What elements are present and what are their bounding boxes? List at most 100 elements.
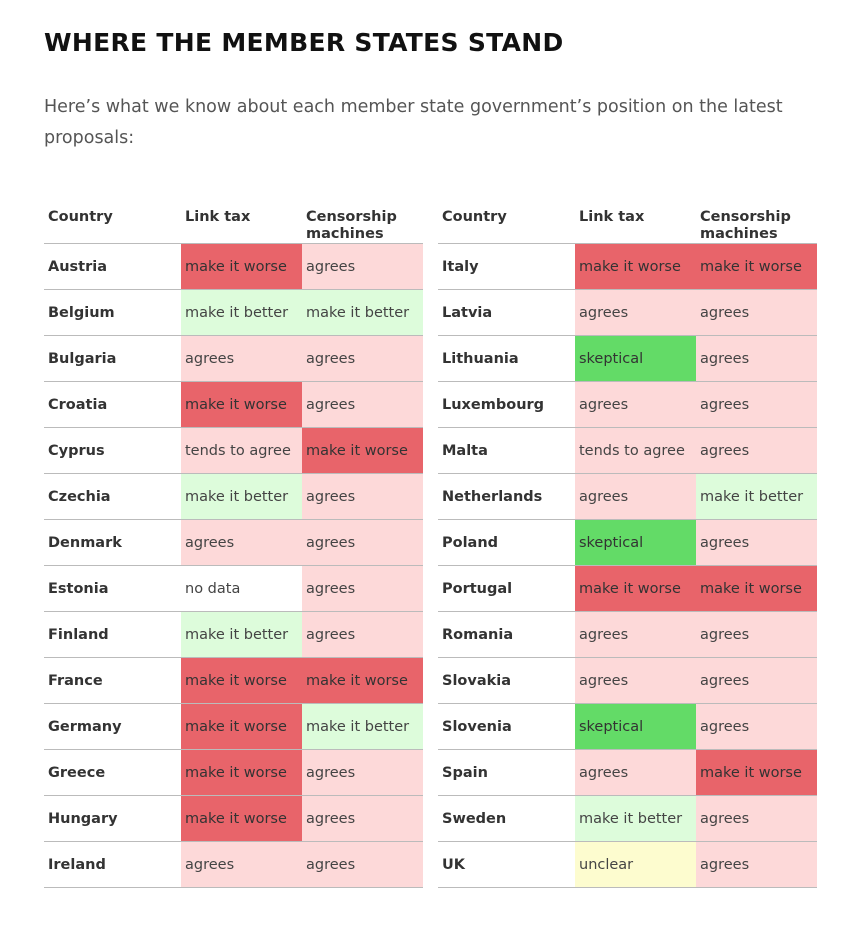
censorship-cell: agrees <box>696 381 817 428</box>
table-row: Belgium make it better make it better <box>44 289 423 336</box>
link-tax-cell: make it worse <box>181 749 302 796</box>
table-row: Bulgaria agrees agrees <box>44 335 423 382</box>
country-cell: Poland <box>438 519 575 566</box>
table-row: Estonia no data agrees <box>44 565 423 612</box>
country-cell: Lithuania <box>438 335 575 382</box>
table-header-row: Country Link tax Censorship machines <box>438 203 817 244</box>
censorship-cell: agrees <box>302 243 423 290</box>
table-row: Poland skeptical agrees <box>438 519 817 566</box>
country-cell: Sweden <box>438 795 575 842</box>
member-states-table-right: Country Link tax Censorship machines Ita… <box>438 203 817 888</box>
column-header-country: Country <box>438 203 575 244</box>
table-row: Lithuania skeptical agrees <box>438 335 817 382</box>
table-row: Czechia make it better agrees <box>44 473 423 520</box>
country-cell: Malta <box>438 427 575 474</box>
column-header-country: Country <box>44 203 181 244</box>
link-tax-cell: make it worse <box>575 243 696 290</box>
censorship-cell: make it worse <box>696 565 817 612</box>
link-tax-cell: make it worse <box>575 565 696 612</box>
link-tax-cell: skeptical <box>575 519 696 566</box>
censorship-cell: agrees <box>696 795 817 842</box>
table-row: Hungary make it worse agrees <box>44 795 423 842</box>
censorship-cell: agrees <box>696 703 817 750</box>
link-tax-cell: agrees <box>181 841 302 888</box>
censorship-cell: agrees <box>302 749 423 796</box>
country-cell: Portugal <box>438 565 575 612</box>
link-tax-cell: tends to agree <box>575 427 696 474</box>
table-row: Ireland agrees agrees <box>44 841 423 888</box>
link-tax-cell: agrees <box>575 289 696 336</box>
censorship-cell: agrees <box>302 335 423 382</box>
country-cell: Germany <box>44 703 181 750</box>
country-cell: Romania <box>438 611 575 658</box>
censorship-cell: make it worse <box>696 243 817 290</box>
censorship-cell: agrees <box>696 519 817 566</box>
country-cell: UK <box>438 841 575 888</box>
page-title: WHERE THE MEMBER STATES STAND <box>44 28 564 57</box>
link-tax-cell: agrees <box>575 381 696 428</box>
censorship-cell: make it better <box>696 473 817 520</box>
column-header-link-tax: Link tax <box>575 203 696 244</box>
censorship-cell: agrees <box>696 289 817 336</box>
country-cell: Greece <box>44 749 181 796</box>
table-row: Slovenia skeptical agrees <box>438 703 817 750</box>
table-row: France make it worse make it worse <box>44 657 423 704</box>
table-row: Austria make it worse agrees <box>44 243 423 290</box>
country-cell: Italy <box>438 243 575 290</box>
censorship-cell: make it better <box>302 289 423 336</box>
censorship-cell: agrees <box>696 427 817 474</box>
censorship-cell: agrees <box>302 381 423 428</box>
censorship-cell: agrees <box>696 611 817 658</box>
link-tax-cell: make it better <box>181 611 302 658</box>
link-tax-cell: no data <box>181 565 302 612</box>
link-tax-cell: agrees <box>575 611 696 658</box>
link-tax-cell: make it worse <box>181 657 302 704</box>
link-tax-cell: agrees <box>181 335 302 382</box>
column-header-link-tax: Link tax <box>181 203 302 244</box>
censorship-cell: agrees <box>302 841 423 888</box>
country-cell: Netherlands <box>438 473 575 520</box>
censorship-cell: agrees <box>302 795 423 842</box>
country-cell: Cyprus <box>44 427 181 474</box>
country-cell: Slovakia <box>438 657 575 704</box>
censorship-cell: agrees <box>302 473 423 520</box>
link-tax-cell: skeptical <box>575 335 696 382</box>
country-cell: Luxembourg <box>438 381 575 428</box>
censorship-cell: make it worse <box>696 749 817 796</box>
link-tax-cell: make it worse <box>181 795 302 842</box>
intro-paragraph: Here’s what we know about each member st… <box>44 97 783 148</box>
table-row: Luxembourg agrees agrees <box>438 381 817 428</box>
link-tax-cell: make it better <box>181 289 302 336</box>
country-cell: Hungary <box>44 795 181 842</box>
country-cell: Latvia <box>438 289 575 336</box>
table-row: Sweden make it better agrees <box>438 795 817 842</box>
censorship-cell: agrees <box>302 519 423 566</box>
censorship-cell: agrees <box>302 565 423 612</box>
member-states-table-left: Country Link tax Censorship machines Aus… <box>44 203 423 888</box>
link-tax-cell: tends to agree <box>181 427 302 474</box>
link-tax-cell: agrees <box>575 749 696 796</box>
table-row: Italy make it worse make it worse <box>438 243 817 290</box>
table-row: Malta tends to agree agrees <box>438 427 817 474</box>
link-tax-cell: skeptical <box>575 703 696 750</box>
table-row: Greece make it worse agrees <box>44 749 423 796</box>
table-row: Croatia make it worse agrees <box>44 381 423 428</box>
censorship-cell: make it worse <box>302 657 423 704</box>
country-cell: Finland <box>44 611 181 658</box>
table-row: UK unclear agrees <box>438 841 817 888</box>
table-row: Romania agrees agrees <box>438 611 817 658</box>
censorship-cell: make it worse <box>302 427 423 474</box>
country-cell: Denmark <box>44 519 181 566</box>
column-header-censorship: Censorship machines <box>696 203 817 244</box>
table-row: Netherlands agrees make it better <box>438 473 817 520</box>
table-row: Germany make it worse make it better <box>44 703 423 750</box>
link-tax-cell: make it worse <box>181 381 302 428</box>
column-header-censorship: Censorship machines <box>302 203 423 244</box>
country-cell: Bulgaria <box>44 335 181 382</box>
censorship-cell: make it better <box>302 703 423 750</box>
censorship-cell: agrees <box>696 335 817 382</box>
country-cell: Croatia <box>44 381 181 428</box>
link-tax-cell: unclear <box>575 841 696 888</box>
country-cell: Czechia <box>44 473 181 520</box>
table-row: Latvia agrees agrees <box>438 289 817 336</box>
